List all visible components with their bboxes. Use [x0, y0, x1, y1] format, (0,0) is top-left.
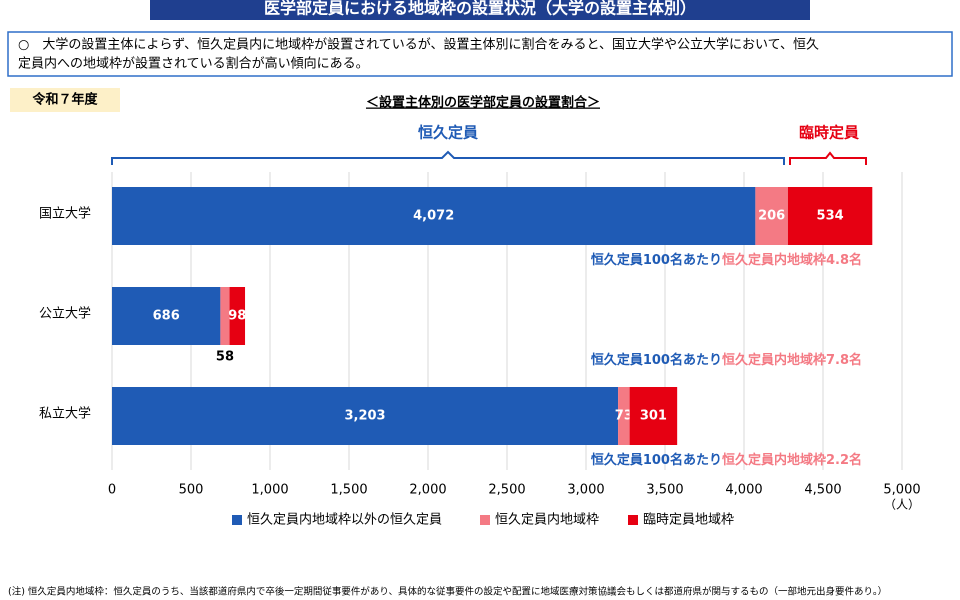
row-note-lead: 恒久定員100名あたり	[591, 352, 722, 368]
row-note-highlight: 恒久定員内地域枠4.8名	[722, 252, 862, 268]
header-bar	[150, 0, 810, 20]
x-tick-label: 5,000	[883, 483, 920, 498]
legend-label: 恒久定員内地域枠	[495, 512, 599, 528]
x-tick-label: 4,000	[725, 483, 762, 498]
row-note-lead: 恒久定員100名あたり	[591, 452, 722, 468]
row-note: 恒久定員100名あたり恒久定員内地域枠4.8名	[591, 252, 862, 268]
bar-segment	[220, 287, 230, 345]
x-tick-label: 0	[108, 483, 116, 498]
x-tick-label: 2,500	[488, 483, 525, 498]
bar-segment	[787, 187, 873, 245]
x-tick-label: 3,000	[567, 483, 604, 498]
bar-segment	[112, 187, 756, 245]
value-label: 686	[153, 309, 180, 324]
y-tick-label: 公立大学	[39, 306, 91, 322]
summary-line: ○ 大学の設置主体によらず、恒久定員内に地域枠が設置されているが、設置主体別に割…	[18, 37, 819, 53]
x-tick-label: 1,000	[251, 483, 288, 498]
x-tick-label: 4,500	[804, 483, 841, 498]
row-note-highlight: 恒久定員内地域枠7.8名	[722, 352, 862, 368]
year-label: 令和７年度	[32, 92, 98, 108]
value-label: 301	[640, 409, 667, 424]
x-tick-label: 1,500	[330, 483, 367, 498]
summary-box	[7, 31, 953, 77]
bracket-label: 恒久定員	[418, 124, 478, 142]
footnote: (注) 恒久定員内地域枠：恒久定員のうち、当該都道府県内で卒後一定期間従事要件が…	[8, 586, 887, 598]
value-label: 206	[758, 209, 785, 224]
row-note-highlight: 恒久定員内地域枠2.2名	[722, 452, 862, 468]
chart-title: ＜設置主体別の医学部定員の設置割合＞	[366, 95, 600, 111]
bracket	[789, 151, 867, 165]
bar-segment	[618, 387, 630, 445]
legend-swatch	[232, 515, 242, 525]
value-label: 58	[216, 350, 234, 365]
y-tick-label: 私立大学	[39, 406, 91, 422]
x-unit: （人）	[884, 498, 920, 512]
y-tick-label: 国立大学	[39, 206, 91, 222]
value-label: 98	[228, 309, 246, 324]
row-note-lead: 恒久定員100名あたり	[591, 252, 722, 268]
row-note: 恒久定員100名あたり恒久定員内地域枠7.8名	[591, 352, 862, 368]
x-tick-label: 3,500	[646, 483, 683, 498]
bar-segment	[629, 387, 678, 445]
x-tick-label: 500	[179, 483, 204, 498]
year-badge	[10, 88, 120, 112]
legend-label: 臨時定員地域枠	[643, 513, 734, 528]
legend-label: 恒久定員内地域枠以外の恒久定員	[247, 512, 442, 528]
row-note: 恒久定員100名あたり恒久定員内地域枠2.2名	[591, 452, 862, 468]
value-label: 534	[817, 209, 844, 224]
bar-segment	[755, 187, 788, 245]
bracket-label: 臨時定員	[799, 124, 859, 142]
legend-swatch	[628, 515, 638, 525]
legend-swatch	[480, 515, 490, 525]
summary-line: 定員内への地域枠が設置されている割合が高い傾向にある。	[18, 56, 369, 72]
bracket	[111, 150, 785, 165]
bar-segment	[229, 287, 246, 345]
value-label: 73	[615, 409, 633, 424]
header-title: 医学部定員における地域枠の設置状況（大学の設置主体別）	[264, 0, 696, 18]
value-label: 3,203	[344, 409, 385, 424]
bar-segment	[112, 287, 221, 345]
x-tick-label: 2,000	[409, 483, 446, 498]
bar-segment	[112, 387, 619, 445]
value-label: 4,072	[413, 209, 454, 224]
